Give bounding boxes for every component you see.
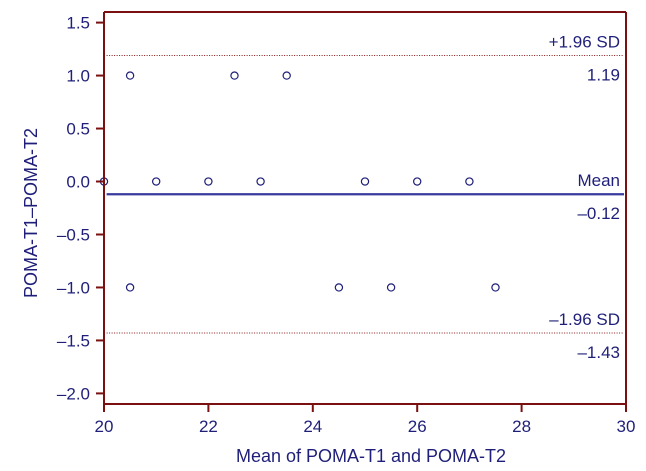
data-point (413, 177, 422, 186)
y-tick-label: –0.5 (57, 225, 90, 244)
data-point (334, 283, 344, 292)
y-tick-label: 1.0 (66, 67, 90, 86)
axes (96, 11, 627, 412)
y-tick-label: –1.0 (57, 278, 90, 297)
y-tick-label: 0.5 (66, 120, 90, 139)
x-tick-label: 20 (95, 417, 114, 436)
x-tick-label: 22 (199, 417, 218, 436)
data-point (151, 177, 161, 186)
data-point (256, 177, 265, 186)
reference-line-value: –1.43 (577, 343, 620, 362)
reference-line-value: –0.12 (577, 204, 620, 223)
x-tick-label: 28 (512, 417, 531, 436)
y-tick-label: –1.5 (57, 331, 90, 350)
data-point (230, 71, 239, 80)
data-point (125, 71, 135, 80)
data-point (491, 283, 500, 292)
reference-line-name: +1.96 SD (549, 32, 620, 51)
data-point (282, 71, 291, 80)
reference-line-name: –1.96 SD (549, 310, 620, 329)
y-tick-label: 0.0 (66, 173, 90, 192)
y-tick-label: –2.0 (57, 384, 90, 403)
data-point (360, 177, 370, 186)
reference-line-name: Mean (577, 171, 620, 190)
reference-lines: +1.96 SD 1.19 Mean –0.12 –1.96 SD –1.43 (106, 32, 624, 362)
x-tick-label: 30 (617, 417, 636, 436)
data-point (204, 177, 213, 186)
data-points (99, 71, 500, 292)
x-tick-label: 24 (303, 417, 322, 436)
x-axis-title: Mean of POMA-T1 and POMA-T2 (236, 446, 506, 466)
tick-labels: 1.5 1.0 0.5 0.0 –0.5 –1.0 –1.5 –2.0 20 22 24 26 28 30 (57, 14, 636, 436)
x-tick-label: 26 (408, 417, 427, 436)
reference-line-value: 1.19 (587, 65, 620, 84)
y-axis-title: POMA-T1–POMA-T2 (21, 128, 41, 298)
data-point (386, 283, 396, 292)
data-point (465, 177, 474, 186)
data-point (125, 283, 135, 292)
y-tick-label: 1.5 (66, 14, 90, 33)
